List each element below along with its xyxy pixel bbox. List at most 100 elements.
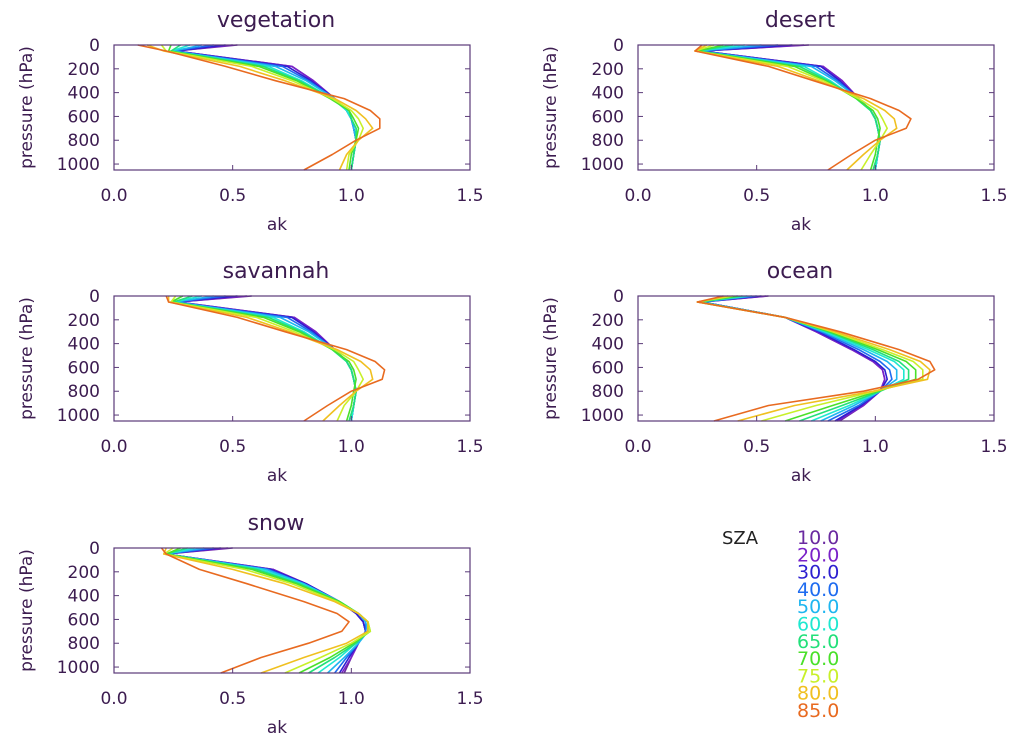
legend-entry-10.0: 10.0 <box>797 527 839 549</box>
ocean-xtick-label-1.0: 1.0 <box>862 437 889 457</box>
snow-xtick-label-0.5: 0.5 <box>219 689 246 709</box>
snow-xtick-label-1.5: 1.5 <box>456 689 483 709</box>
savannah-yaxis-label: pressure (hPa) <box>17 297 37 420</box>
legend-entry-80.0: 80.0 <box>797 683 839 705</box>
vegetation-xtick-label-0.5: 0.5 <box>219 186 246 206</box>
snow-ytick-label-800: 800 <box>68 634 100 654</box>
ocean-ytick-label-400: 400 <box>592 335 624 355</box>
vegetation-curve-sza-40.0 <box>172 44 357 171</box>
vegetation-ytick-label-400: 400 <box>68 84 100 104</box>
savannah-curve-sza-80.0 <box>167 296 374 422</box>
snow-xtick-label-1.0: 1.0 <box>338 689 365 709</box>
desert-xtick-label-1.0: 1.0 <box>862 186 889 206</box>
legend-entry-70.0: 70.0 <box>797 648 839 670</box>
savannah-xaxis-label: ak <box>267 466 287 486</box>
legend-entry-50.0: 50.0 <box>797 596 839 618</box>
legend-entry-75.0: 75.0 <box>797 665 839 687</box>
vegetation-ytick-label-200: 200 <box>68 60 100 80</box>
desert-curve-sza-75.0 <box>694 44 889 171</box>
desert-curve-sza-80.0 <box>694 44 898 171</box>
snow-ytick-label-0: 0 <box>89 539 100 559</box>
savannah-ytick-label-800: 800 <box>68 382 100 402</box>
ocean-ytick-label-200: 200 <box>592 311 624 331</box>
panel-title-snow: snow <box>248 511 305 536</box>
savannah-xtick-label-1.5: 1.5 <box>456 437 483 457</box>
vegetation-xtick-label-1.5: 1.5 <box>456 186 483 206</box>
legend-entry-20.0: 20.0 <box>797 544 839 566</box>
vegetation-ytick-label-800: 800 <box>68 131 100 151</box>
ocean-xtick-label-0.0: 0.0 <box>624 437 651 457</box>
snow-ytick-label-1000: 1000 <box>57 658 100 678</box>
ocean-ytick-label-600: 600 <box>592 358 624 378</box>
ocean-xtick-label-0.5: 0.5 <box>743 437 770 457</box>
savannah-curve-sza-75.0 <box>170 295 365 422</box>
vegetation-ytick-label-0: 0 <box>89 36 100 56</box>
snow-xtick-label-0.0: 0.0 <box>100 689 127 709</box>
savannah-ytick-label-400: 400 <box>68 335 100 355</box>
ocean-yaxis-label: pressure (hPa) <box>541 297 561 420</box>
ocean-curve-sza-80.0 <box>696 295 931 422</box>
snow-ytick-label-600: 600 <box>68 610 100 630</box>
ocean-curve-sza-85.0 <box>696 295 936 422</box>
ocean-ytick-label-0: 0 <box>613 287 624 307</box>
desert-plot-frame <box>637 44 995 171</box>
desert-ytick-label-400: 400 <box>592 84 624 104</box>
savannah-curve-sza-50.0 <box>174 295 357 422</box>
vegetation-curve-sza-80.0 <box>146 44 374 171</box>
desert-curve-sza-60.0 <box>696 44 881 171</box>
snow-yaxis-label: pressure (hPa) <box>17 549 37 672</box>
savannah-xtick-label-0.5: 0.5 <box>219 437 246 457</box>
desert-ytick-label-0: 0 <box>613 36 624 56</box>
desert-ytick-label-800: 800 <box>592 131 624 151</box>
savannah-ytick-label-0: 0 <box>89 287 100 307</box>
snow-curve-sza-60.0 <box>165 547 369 674</box>
savannah-plot-frame <box>113 295 471 422</box>
vegetation-xaxis-label: ak <box>267 215 287 235</box>
snow-ytick-label-200: 200 <box>68 563 100 583</box>
vegetation-ytick-label-1000: 1000 <box>57 155 100 175</box>
panel-title-desert: desert <box>765 8 836 33</box>
snow-curve-sza-80.0 <box>163 547 369 674</box>
snow-curve-sza-85.0 <box>160 547 350 674</box>
vegetation-yaxis-label: pressure (hPa) <box>17 46 37 169</box>
ocean-ytick-label-800: 800 <box>592 382 624 402</box>
legend-entry-65.0: 65.0 <box>797 631 839 653</box>
desert-ytick-label-200: 200 <box>592 60 624 80</box>
ocean-xtick-label-1.5: 1.5 <box>980 437 1007 457</box>
vegetation-ytick-label-600: 600 <box>68 107 100 127</box>
snow-curve-sza-65.0 <box>165 547 369 674</box>
desert-ytick-label-600: 600 <box>592 107 624 127</box>
savannah-ytick-label-200: 200 <box>68 311 100 331</box>
vegetation-xtick-label-1.0: 1.0 <box>338 186 365 206</box>
savannah-ytick-label-1000: 1000 <box>57 406 100 426</box>
legend-entry-60.0: 60.0 <box>797 614 839 636</box>
desert-xaxis-label: ak <box>791 215 811 235</box>
panel-title-ocean: ocean <box>767 259 834 284</box>
legend-entry-85.0: 85.0 <box>797 700 839 722</box>
desert-yaxis-label: pressure (hPa) <box>541 46 561 169</box>
ocean-xaxis-label: ak <box>791 466 811 486</box>
desert-xtick-label-0.0: 0.0 <box>624 186 651 206</box>
savannah-xtick-label-1.0: 1.0 <box>338 437 365 457</box>
desert-curve-sza-85.0 <box>694 44 912 171</box>
vegetation-xtick-label-0.0: 0.0 <box>100 186 127 206</box>
panel-title-vegetation: vegetation <box>217 8 335 33</box>
snow-curve-sza-50.0 <box>165 547 369 674</box>
savannah-xtick-label-0.0: 0.0 <box>100 437 127 457</box>
legend-entry-30.0: 30.0 <box>797 562 839 584</box>
ocean-plot-frame <box>637 295 995 422</box>
ocean-ytick-label-1000: 1000 <box>581 406 624 426</box>
snow-ytick-label-400: 400 <box>68 587 100 607</box>
vegetation-plot-frame <box>113 44 471 171</box>
legend-title: SZA <box>722 528 759 549</box>
snow-xaxis-label: ak <box>267 718 287 738</box>
snow-plot-frame <box>113 547 471 674</box>
ocean-curve-sza-40.0 <box>701 295 893 422</box>
ocean-curve-sza-65.0 <box>698 295 910 422</box>
desert-xtick-label-1.5: 1.5 <box>980 186 1007 206</box>
vegetation-curve-sza-85.0 <box>137 44 381 171</box>
desert-xtick-label-0.5: 0.5 <box>743 186 770 206</box>
savannah-curve-sza-85.0 <box>165 295 386 422</box>
panel-title-savannah: savannah <box>223 259 330 284</box>
